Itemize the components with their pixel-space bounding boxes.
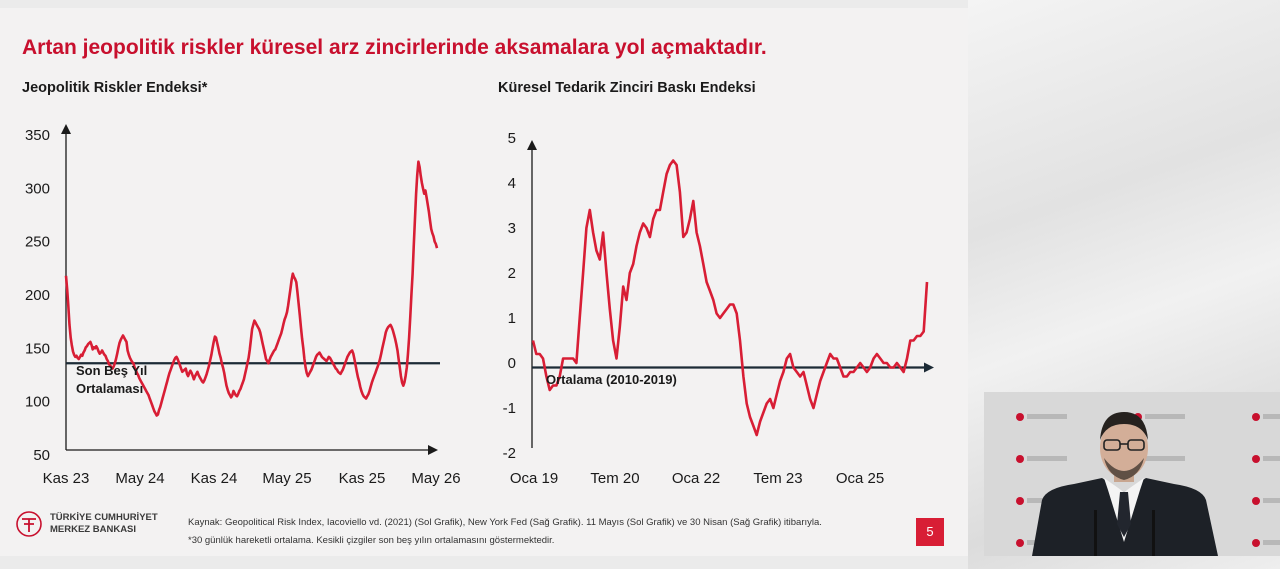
y-tick-label: 1 <box>508 310 516 327</box>
y-tick-label: 150 <box>25 340 50 357</box>
x-tick-label: Oca 25 <box>836 470 884 487</box>
backdrop-logo <box>1252 496 1280 506</box>
slide-title: Artan jeopolitik riskler küresel arz zin… <box>22 36 767 59</box>
x-tick-label: May 24 <box>115 470 164 487</box>
x-tick-label: Kas 25 <box>339 470 386 487</box>
x-tick-label: Tem 20 <box>590 470 639 487</box>
source-line1: Kaynak: Geopolitical Risk Index, Iacovie… <box>188 517 822 528</box>
supply-chain-series <box>531 159 929 437</box>
supply-chain-pressure-chart: 5 4 3 2 1 0 -1 -2 Oca 19 Tem 20 Oca 22 Tem 23 Oca 2… <box>503 130 934 487</box>
geopolitical-risk-series <box>64 160 439 417</box>
average-label-line1: Son Beş Yıl <box>76 363 147 378</box>
logo-line1: TÜRKİYE CUMHURİYET <box>50 512 158 523</box>
y-tick-label: -1 <box>503 400 516 417</box>
presenter-figure <box>1032 412 1218 556</box>
cbrt-logo: TÜRKİYE CUMHURİYET MERKEZ BANKASI <box>14 506 158 546</box>
y-tick-label: 100 <box>25 394 50 411</box>
y-tick-label: 0 <box>508 355 516 372</box>
source-line2: *30 günlük hareketli ortalama. Kesikli ç… <box>188 535 555 546</box>
x-tick-label: Tem 23 <box>753 470 802 487</box>
presenter-video <box>984 392 1280 556</box>
cbrt-emblem-icon <box>16 511 42 537</box>
backdrop-logo <box>1016 412 1072 422</box>
x-tick-label: Kas 23 <box>43 470 90 487</box>
source-note: Kaynak: Geopolitical Risk Index, Iacovie… <box>188 514 822 550</box>
y-tick-label: 3 <box>508 220 516 237</box>
y-tick-label: 200 <box>25 287 50 304</box>
page-number: 5 <box>916 518 944 546</box>
average-label: Ortalama (2010-2019) <box>546 372 677 387</box>
y-tick-label: 350 <box>25 127 50 144</box>
y-tick-label: 250 <box>25 234 50 251</box>
x-tick-label: Kas 24 <box>191 470 238 487</box>
y-tick-label: 300 <box>25 180 50 197</box>
geopolitical-risk-chart: 350 300 250 200 150 100 50 Kas 23 May 24 Kas 24 M… <box>25 124 461 487</box>
backdrop-logo <box>1252 412 1280 422</box>
y-tick-label: 5 <box>508 130 516 147</box>
average-label-line2: Ortalaması <box>76 381 143 396</box>
x-tick-label: May 26 <box>411 470 460 487</box>
x-axis-arrow <box>428 445 438 455</box>
left-chart-title: Jeopolitik Riskler Endeksi* <box>22 80 208 96</box>
average-line-arrow <box>924 362 934 373</box>
y-tick-label: 2 <box>508 265 516 282</box>
right-chart-title: Küresel Tedarik Zinciri Baskı Endeksi <box>498 80 756 96</box>
logo-line2: MERKEZ BANKASI <box>50 524 137 535</box>
backdrop-logo <box>1252 538 1280 548</box>
y-tick-label: 4 <box>508 175 516 192</box>
x-tick-label: May 25 <box>262 470 311 487</box>
backdrop-logo <box>1016 454 1072 464</box>
backdrop-logo <box>1252 454 1280 464</box>
y-axis-arrow <box>61 124 71 134</box>
y-tick-label: -2 <box>503 445 516 462</box>
slide: Artan jeopolitik riskler küresel arz zin… <box>0 8 968 556</box>
x-tick-label: Oca 19 <box>510 470 558 487</box>
x-tick-label: Oca 22 <box>672 470 720 487</box>
y-tick-label: 50 <box>33 447 50 464</box>
y-axis-arrow <box>527 140 537 150</box>
